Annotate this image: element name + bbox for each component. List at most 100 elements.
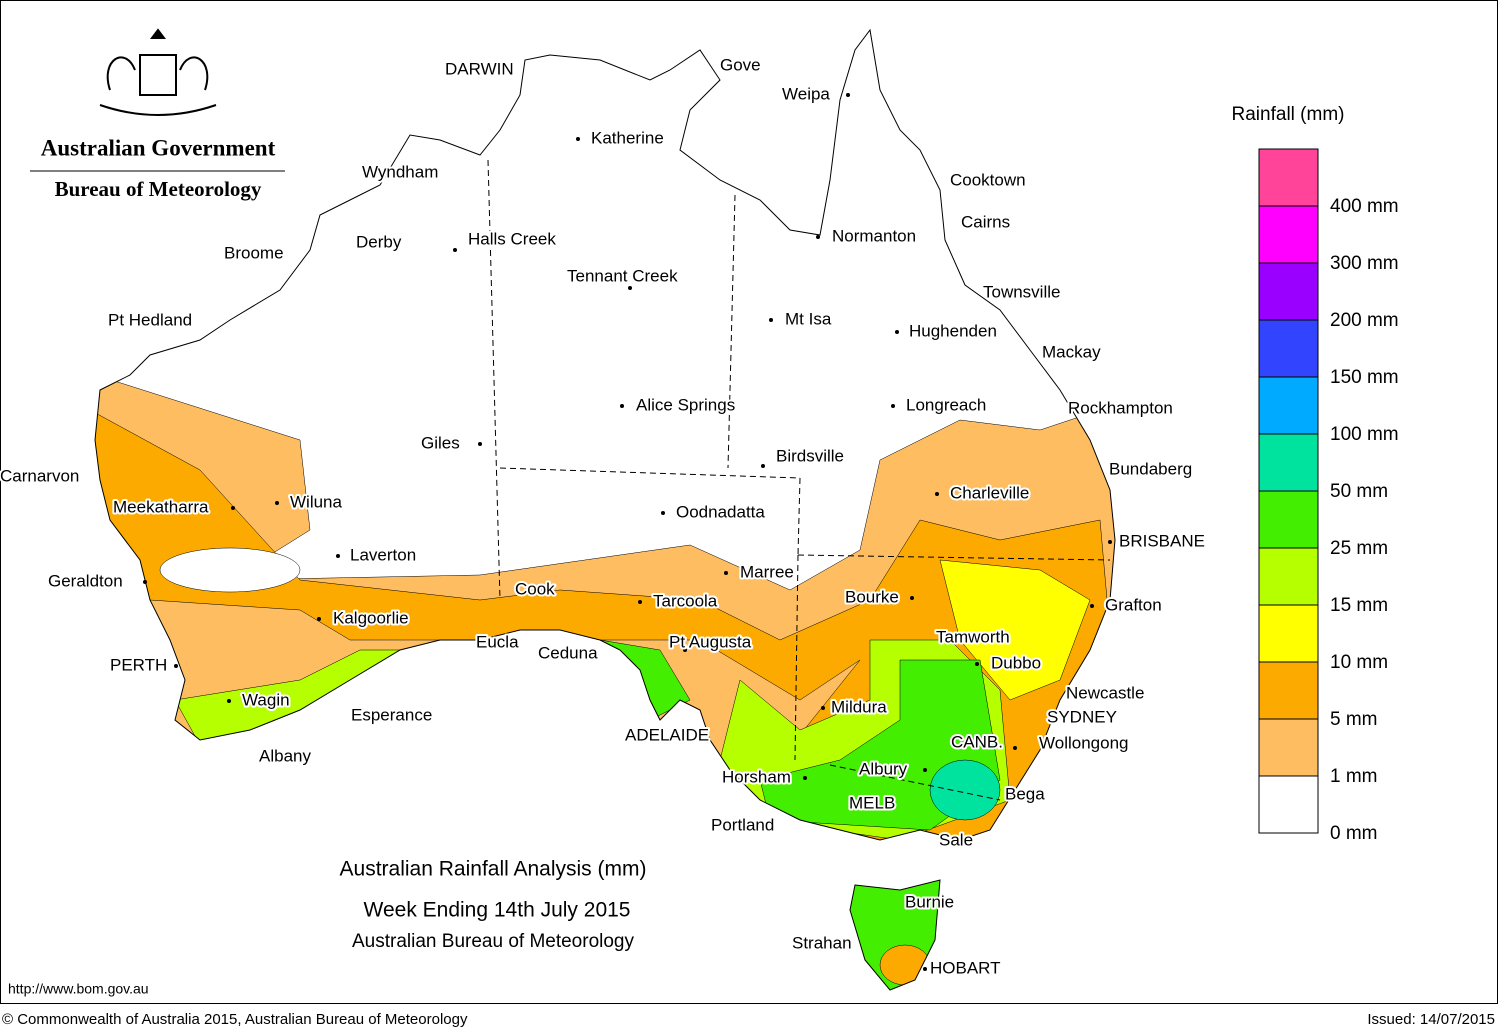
place-dot: [769, 318, 773, 322]
place-label: MELB: [849, 793, 895, 812]
place-label: Oodnadatta: [676, 502, 765, 521]
legend-swatch: [1258, 376, 1319, 435]
place-dot: [227, 699, 231, 703]
url: http://www.bom.gov.au: [8, 981, 149, 997]
tasmania-zones: [850, 880, 940, 990]
place-label: Longreach: [906, 395, 986, 414]
place-label: Tennant Creek: [567, 266, 678, 285]
place-label: Pt Augusta: [669, 632, 752, 651]
place-label: Carnarvon: [0, 466, 79, 485]
place-label: Mackay: [1042, 342, 1101, 361]
bureau-name: Bureau of Meteorology: [55, 177, 262, 201]
legend-label: 100 mm: [1330, 424, 1399, 445]
place-dot: [143, 580, 147, 584]
place-label: PERTH: [110, 655, 167, 674]
place-label: Portland: [711, 815, 774, 834]
places: DARWIN Gove Weipa Katherine Wyndham Cooktown C…: [0, 53, 1207, 979]
place-label: Meekatharra: [113, 497, 209, 516]
place-label: Wyndham: [362, 162, 438, 181]
rain-zone: [159, 547, 301, 593]
legend-swatch: [1258, 262, 1319, 321]
place-label: Birdsville: [776, 446, 844, 465]
legend-label: 1 mm: [1330, 766, 1378, 787]
rain-zone: [939, 559, 1091, 701]
place-label: Halls Creek: [468, 229, 556, 248]
place-label: Esperance: [351, 705, 432, 724]
legend-swatch: [1258, 775, 1319, 834]
source: Australian Bureau of Meteorology: [352, 931, 634, 952]
legend-label: 50 mm: [1330, 481, 1388, 502]
place-dot: [891, 404, 895, 408]
place-dot: [923, 768, 927, 772]
crest: [99, 28, 217, 116]
place-dot: [174, 664, 178, 668]
place-label: Pt Hedland: [108, 310, 192, 329]
place-dot: [1013, 746, 1017, 750]
place-label: Wiluna: [290, 492, 343, 511]
place-label: CANB.: [951, 732, 1003, 751]
place-label: Charleville: [950, 483, 1029, 502]
place-label: Horsham: [722, 767, 791, 786]
legend-swatch: [1258, 148, 1319, 207]
place-dot: [895, 330, 899, 334]
place-label: Tamworth: [936, 627, 1010, 646]
rain-zone: [929, 759, 1001, 821]
place-label: Strahan: [792, 933, 852, 952]
place-label: Marree: [740, 562, 794, 581]
place-label: Laverton: [350, 545, 416, 564]
place-label: Sale: [939, 830, 973, 849]
issued: Issued: 14/07/2015: [1367, 1011, 1495, 1028]
title: Australian Rainfall Analysis (mm): [340, 858, 647, 881]
place-dot: [683, 648, 687, 652]
place-label: Cooktown: [950, 170, 1026, 189]
state-borders: [487, 159, 1111, 801]
place-label: Weipa: [782, 84, 830, 103]
place-label: Tarcoola: [653, 591, 718, 610]
place-dot: [923, 967, 927, 971]
place-dot: [846, 93, 850, 97]
legend: 0 mm 1 mm 5 mm 10 mm 15 mm 25 mm 50 mm 100 mm 15…: [1258, 148, 1399, 844]
place-label: Kalgoorlie: [333, 608, 409, 627]
legend-label: 400 mm: [1330, 196, 1399, 217]
subtitle: Week Ending 14th July 2015: [364, 899, 631, 922]
place-dot: [231, 506, 235, 510]
place-dot: [761, 464, 765, 468]
place-dot: [1090, 604, 1094, 608]
place-label: ADELAIDE: [625, 725, 709, 744]
place-label: Derby: [356, 232, 402, 251]
place-label: Gove: [720, 55, 761, 74]
legend-label: 5 mm: [1330, 709, 1378, 730]
place-dot: [975, 662, 979, 666]
legend-swatch: [1258, 319, 1319, 378]
place-label: Townsville: [983, 282, 1060, 301]
legend-swatch: [1258, 205, 1319, 264]
place-label: SYDNEY: [1047, 707, 1117, 726]
legend-swatch: [1258, 433, 1319, 492]
place-label: Hughenden: [909, 321, 997, 340]
place-dot: [275, 501, 279, 505]
place-label: Newcastle: [1066, 683, 1144, 702]
place-dot: [628, 286, 632, 290]
place-label: Bourke: [845, 587, 899, 606]
place-label: Mt Isa: [785, 309, 832, 328]
place-label: Burnie: [905, 892, 954, 911]
place-dot: [576, 137, 580, 141]
place-label: DARWIN: [445, 59, 514, 78]
legend-label: 150 mm: [1330, 367, 1399, 388]
place-dot: [453, 248, 457, 252]
place-label: Dubbo: [991, 653, 1041, 672]
place-dot: [620, 404, 624, 408]
copyright: © Commonwealth of Australia 2015, Austra…: [2, 1011, 468, 1028]
legend-label: 300 mm: [1330, 253, 1399, 274]
place-dot: [803, 776, 807, 780]
place-dot: [935, 492, 939, 496]
place-label: Broome: [224, 243, 284, 262]
place-dot: [724, 571, 728, 575]
legend-label: 25 mm: [1330, 538, 1388, 559]
place-label: Wollongong: [1039, 733, 1128, 752]
place-label: Albury: [859, 759, 908, 778]
place-dot: [478, 442, 482, 446]
place-label: Eucla: [476, 632, 519, 651]
place-label: Ceduna: [538, 643, 598, 662]
